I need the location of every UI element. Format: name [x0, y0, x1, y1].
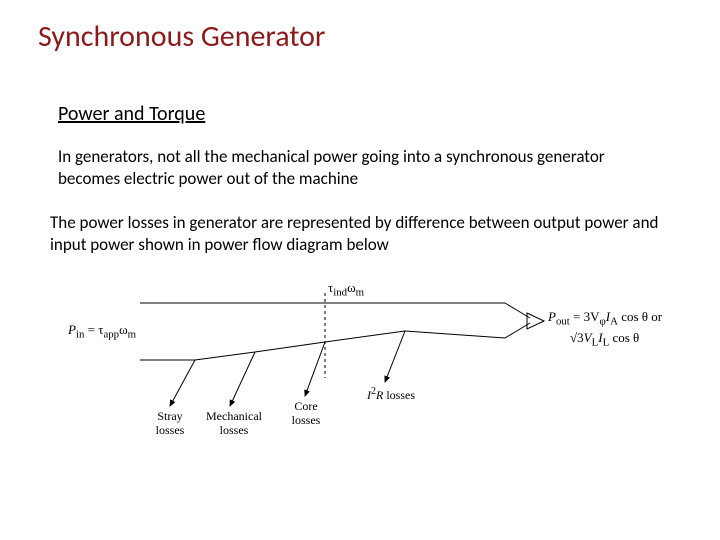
page-title: Synchronous Generator — [38, 18, 325, 55]
power-flow-diagram: Pin = τappωm τindωm Stray losses Mechani… — [100, 278, 640, 468]
paragraph-1: In generators, not all the mechanical po… — [58, 146, 648, 190]
core-losses-label: Core losses — [284, 400, 328, 428]
stray-losses-label: Stray losses — [146, 410, 194, 438]
section-subtitle: Power and Torque — [58, 102, 205, 126]
i2r-losses-label: I2R losses — [356, 386, 426, 403]
diagram-svg — [100, 278, 640, 468]
tau-ind-label: τindωm — [328, 280, 364, 299]
mechanical-losses-label: Mechanical losses — [198, 410, 270, 438]
pin-label: Pin = τappωm — [68, 322, 136, 341]
pout-label: Pout = 3VφIA cos θ or √3VLIL cos θ — [548, 308, 662, 350]
paragraph-2: The power losses in generator are repres… — [50, 212, 660, 256]
